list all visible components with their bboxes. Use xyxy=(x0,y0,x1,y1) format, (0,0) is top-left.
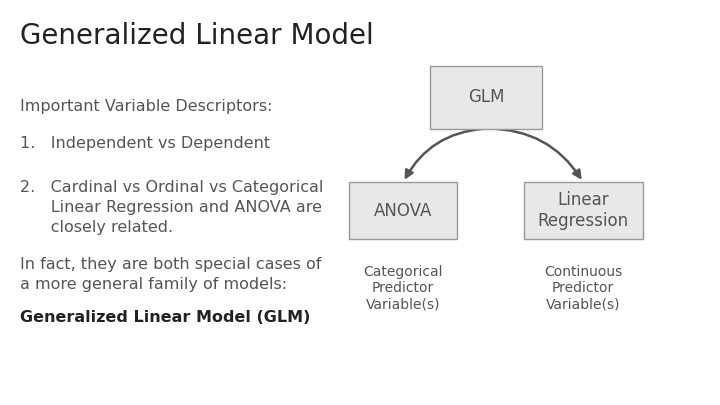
Text: 1.   Independent vs Dependent: 1. Independent vs Dependent xyxy=(20,136,270,151)
Text: Generalized Linear Model (GLM): Generalized Linear Model (GLM) xyxy=(20,310,310,325)
Text: ANOVA: ANOVA xyxy=(374,202,433,220)
Text: GLM: GLM xyxy=(468,88,504,106)
Text: Generalized Linear Model: Generalized Linear Model xyxy=(20,22,374,50)
Text: Important Variable Descriptors:: Important Variable Descriptors: xyxy=(20,99,273,114)
Text: 2.   Cardinal vs Ordinal vs Categorical
      Linear Regression and ANOVA are
  : 2. Cardinal vs Ordinal vs Categorical Li… xyxy=(20,180,323,235)
FancyBboxPatch shape xyxy=(349,182,457,239)
Text: Linear
Regression: Linear Regression xyxy=(538,191,629,230)
Text: Categorical
Predictor
Variable(s): Categorical Predictor Variable(s) xyxy=(364,265,443,312)
FancyBboxPatch shape xyxy=(524,182,643,239)
FancyBboxPatch shape xyxy=(431,66,542,129)
Text: In fact, they are both special cases of
a more general family of models:: In fact, they are both special cases of … xyxy=(20,257,322,292)
Text: Continuous
Predictor
Variable(s): Continuous Predictor Variable(s) xyxy=(544,265,622,312)
